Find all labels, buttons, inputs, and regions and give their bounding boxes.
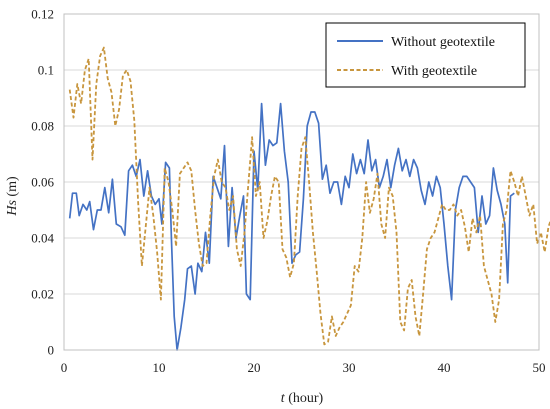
series-line-without-geotextile	[68, 102, 515, 351]
x-axis-label: t (hour)	[281, 391, 324, 406]
legend: Without geotextile With geotextile	[325, 22, 526, 88]
y-tick-label: 0.02	[31, 287, 54, 302]
x-axis-label-italic: t	[281, 391, 286, 406]
y-tick-label: 0.06	[31, 175, 54, 190]
y-axis-label-rest: (m)	[5, 176, 20, 200]
legend-label-without-geotextile: Without geotextile	[391, 35, 495, 50]
y-tick-label: 0.12	[31, 7, 54, 22]
y-tick-label: 0.08	[31, 119, 54, 134]
series-line-with-geotextile	[68, 46, 550, 346]
series-lines	[68, 46, 550, 351]
y-tick-label: 0.1	[38, 63, 54, 78]
x-axis-ticks: 0 10 20 30 40 50	[61, 360, 546, 375]
y-tick-label: 0	[48, 343, 55, 358]
x-axis-label-rest: (hour)	[285, 391, 324, 406]
y-tick-label: 0.04	[31, 231, 54, 246]
plot-area-border	[63, 13, 540, 351]
legend-label-with-geotextile: With geotextile	[391, 64, 477, 79]
x-tick-label: 10	[153, 360, 166, 375]
x-tick-label: 0	[61, 360, 68, 375]
y-axis-label-italic: Hs	[5, 200, 20, 217]
x-tick-label: 30	[343, 360, 356, 375]
x-tick-label: 20	[248, 360, 261, 375]
x-tick-label: 40	[438, 360, 451, 375]
legend-box	[325, 22, 526, 88]
x-tick-label: 50	[533, 360, 546, 375]
y-axis-label: Hs (m)	[5, 176, 20, 217]
y-axis-ticks: 0 0.02 0.04 0.06 0.08 0.1 0.12	[31, 7, 54, 358]
